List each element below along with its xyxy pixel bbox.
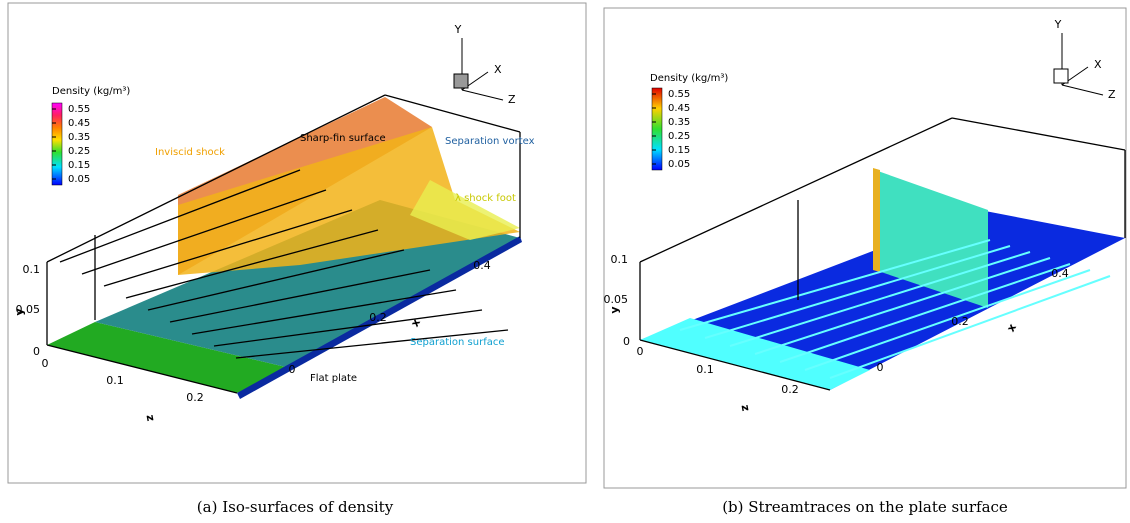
x-tick-label: 0.4 [1051,267,1069,280]
legend-level: 0.45 [68,118,90,129]
annotation: Inviscid shock [155,147,225,158]
axis-edge [46,94,386,263]
annotation: Separation surface [410,337,505,348]
axis-edge [639,117,953,263]
streamline [191,289,457,335]
z-tick-label: 0.1 [106,374,124,387]
streamline [81,189,327,275]
streamline [125,229,379,299]
z-tick-label: 0 [637,345,644,358]
x-tick-label: 0.4 [473,259,491,272]
x-tick-label: 0.2 [369,311,387,324]
axis-edge [384,94,521,133]
legend-level: 0.55 [668,89,690,100]
streamline [169,269,431,323]
legend-level: 0.05 [668,159,690,170]
streamline [103,209,353,287]
y-axis-label: y [608,306,621,313]
streamline [235,329,509,359]
legend-level: 0.35 [668,117,690,128]
triad-label: Z [1108,88,1116,101]
x-tick-label: 0 [289,363,296,376]
triad-label: X [1094,58,1102,71]
legend-level: 0.55 [68,104,90,115]
legend-level: 0.25 [668,131,690,142]
z-tick-label: 0.2 [186,391,204,404]
legend-level: 0.15 [68,160,90,171]
triad-label: Y [1054,18,1062,31]
triad-label: Y [454,23,462,36]
shock-foot [410,180,520,240]
streamline [679,239,991,331]
colorbar [51,102,63,186]
fin-leading-edge [873,168,880,272]
triad-cube [1053,68,1069,84]
legend-level: 0.15 [668,145,690,156]
streamline [779,263,1071,363]
axis-edge [639,339,831,391]
panel-frame [7,2,587,484]
legend-level: 0.05 [68,174,90,185]
streamline [213,309,483,347]
x-tick-label: 0.2 [951,315,969,328]
triad-label: X [494,63,502,76]
triad-axis [461,89,504,101]
x-axis-label: x [1004,321,1019,334]
z-tick-label: 0.1 [696,363,714,376]
separation-surface [237,236,522,399]
annotation: Sharp-fin surface [300,133,386,144]
annotation: Separation vortex [445,136,535,147]
axis-edge [951,117,1126,151]
z-tick-label: 0 [42,357,49,370]
y-tick-label: 0.05 [16,303,41,316]
y-tick-label: 0.1 [23,263,41,276]
streamline [147,249,405,311]
caption: (b) Streamtraces on the plate surface [722,498,1008,516]
plate-upstream [47,322,290,393]
axis-edge [46,344,238,394]
streamline [704,245,1011,339]
legend-level: 0.35 [68,132,90,143]
streamline [804,269,1091,371]
annotation: λ shock foot [455,193,516,204]
panel-frame [603,7,1127,489]
y-axis-label: y [13,308,26,315]
y-tick-label: 0 [623,335,630,348]
triad-cube [453,73,469,89]
legend-level: 0.45 [668,103,690,114]
z-axis-label: z [739,404,753,413]
y-tick-label: 0 [33,345,40,358]
streamline [829,275,1111,379]
caption: (a) Iso-surfaces of density [197,498,394,516]
y-tick-label: 0.1 [611,253,629,266]
annotation: Flat plate [310,373,357,384]
streamline [729,251,1031,347]
triad-axis [1061,84,1104,96]
colorbar [651,87,663,171]
streamline [754,257,1051,355]
z-axis-label: z [144,414,158,423]
z-tick-label: 0.2 [781,383,799,396]
y-tick-label: 0.05 [604,293,629,306]
legend-title: Density (kg/m³) [52,86,130,97]
streamline [59,169,301,263]
triad-label: Z [508,93,516,106]
legend-title: Density (kg/m³) [650,73,728,84]
inviscid-shock [178,127,520,275]
legend-level: 0.25 [68,146,90,157]
x-tick-label: 0 [877,361,884,374]
